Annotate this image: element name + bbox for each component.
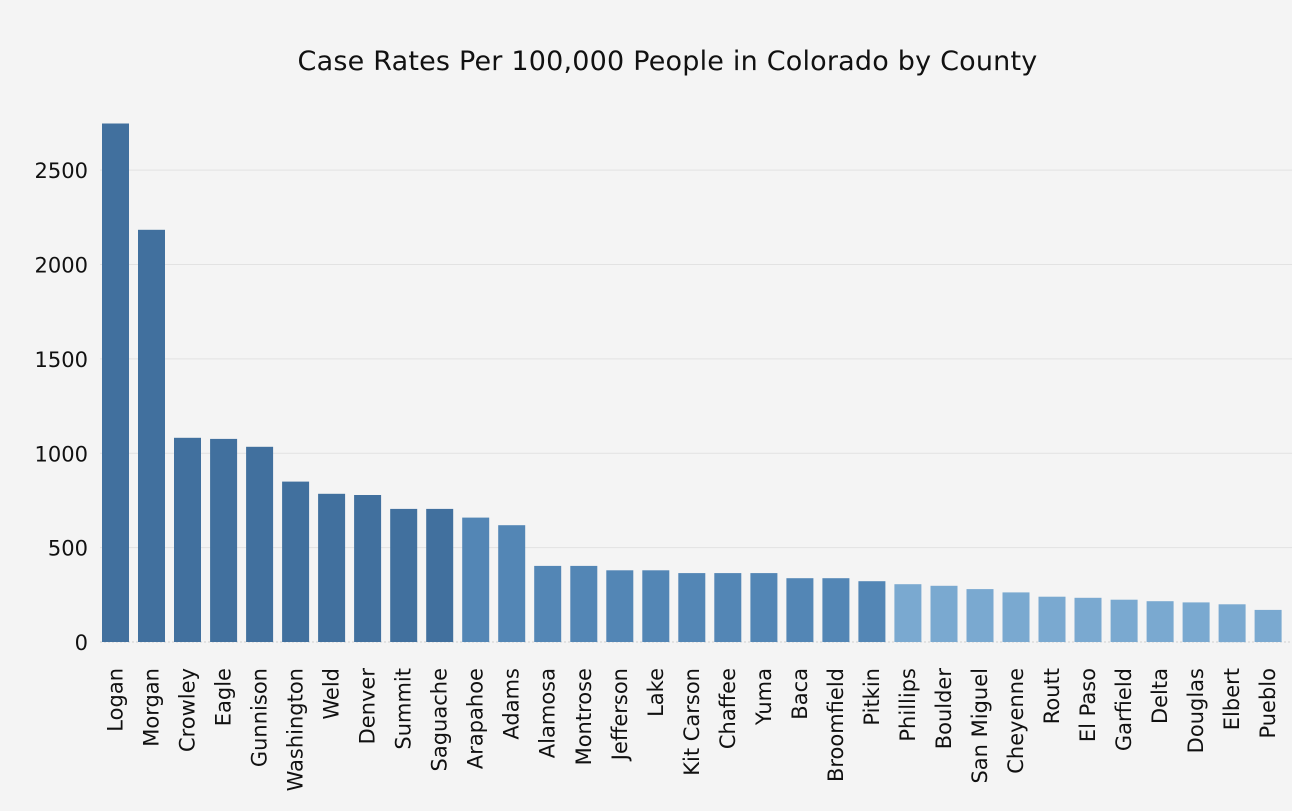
x-tick-label-eagle: Eagle xyxy=(212,668,236,726)
bar-summit xyxy=(390,508,418,642)
x-tick-label-jefferson: Jefferson xyxy=(608,668,632,762)
bar-douglas xyxy=(1182,602,1210,642)
y-tick-label-0: 0 xyxy=(75,631,88,655)
bar-cheyenne xyxy=(1002,592,1030,642)
y-tick-label-2500: 2500 xyxy=(35,159,88,183)
x-tick-label-phillips: Phillips xyxy=(896,668,920,742)
x-tick-label-morgan: Morgan xyxy=(140,668,164,747)
bar-adams xyxy=(498,525,526,642)
bar-eagle xyxy=(210,438,238,642)
x-tick-label-cheyenne: Cheyenne xyxy=(1004,668,1028,774)
x-tick-label-yuma: Yuma xyxy=(752,668,776,726)
bar-logan xyxy=(102,123,129,642)
bar-saguache xyxy=(426,508,454,642)
bar-delta xyxy=(1146,601,1174,642)
bar-morgan xyxy=(138,229,165,643)
bar-jefferson xyxy=(606,570,634,642)
x-tick-label-pitkin: Pitkin xyxy=(860,668,884,726)
bar-broomfield xyxy=(822,578,850,642)
x-tick-label-broomfield: Broomfield xyxy=(824,668,848,782)
bar-denver xyxy=(354,495,382,642)
x-tick-label-crowley: Crowley xyxy=(176,668,200,752)
bar-boulder xyxy=(930,585,958,642)
bar-arapahoe xyxy=(462,517,490,642)
x-tick-label-el-paso: El Paso xyxy=(1076,668,1100,742)
x-tick-label-saguache: Saguache xyxy=(428,668,452,771)
x-tick-label-gunnison: Gunnison xyxy=(248,668,272,767)
bar-alamosa xyxy=(534,565,562,642)
x-tick-label-baca: Baca xyxy=(788,668,812,720)
y-tick-label-1000: 1000 xyxy=(35,442,88,466)
bar-garfield xyxy=(1110,599,1138,642)
x-tick-label-logan: Logan xyxy=(104,668,128,732)
x-tick-label-delta: Delta xyxy=(1148,668,1172,724)
x-tick-label-alamosa: Alamosa xyxy=(536,668,560,758)
x-tick-label-san-miguel: San Miguel xyxy=(968,668,992,784)
y-tick-label-1500: 1500 xyxy=(35,348,88,372)
x-tick-label-denver: Denver xyxy=(356,668,380,745)
bar-chaffee xyxy=(714,573,742,642)
x-tick-label-montrose: Montrose xyxy=(572,668,596,765)
gridlines xyxy=(100,169,1292,643)
bar-crowley xyxy=(174,437,201,642)
bar-yuma xyxy=(750,573,778,642)
y-axis-ticks: 0 500 1000 1500 2000 2500 xyxy=(35,159,88,655)
bar-elbert xyxy=(1218,604,1246,643)
bar-san-miguel xyxy=(966,589,994,642)
x-tick-label-adams: Adams xyxy=(500,668,524,740)
x-tick-label-routt: Routt xyxy=(1040,668,1064,724)
bars xyxy=(102,123,1282,643)
bar-el-paso xyxy=(1074,597,1102,642)
bar-lake xyxy=(642,570,670,642)
x-tick-label-arapahoe: Arapahoe xyxy=(464,668,488,769)
bar-phillips xyxy=(894,584,922,642)
bar-pueblo xyxy=(1254,609,1282,642)
x-tick-label-pueblo: Pueblo xyxy=(1256,668,1280,739)
x-tick-label-chaffee: Chaffee xyxy=(716,668,740,749)
bar-gunnison xyxy=(246,446,274,642)
x-axis-ticks: Logan Morgan Crowley Eagle Gunnison Washingto… xyxy=(104,668,1281,792)
bar-baca xyxy=(786,578,814,642)
y-tick-label-2000: 2000 xyxy=(35,254,88,278)
x-tick-label-weld: Weld xyxy=(320,668,344,720)
bar-weld xyxy=(318,493,346,642)
x-tick-label-boulder: Boulder xyxy=(932,668,956,750)
x-tick-label-summit: Summit xyxy=(392,668,416,750)
bar-pitkin xyxy=(858,581,886,642)
x-tick-label-elbert: Elbert xyxy=(1220,668,1244,730)
x-tick-label-kit-carson: Kit Carson xyxy=(680,668,704,776)
bar-washington xyxy=(282,481,310,642)
bar-kit-carson xyxy=(678,573,706,642)
x-tick-label-garfield: Garfield xyxy=(1112,668,1136,751)
x-tick-label-douglas: Douglas xyxy=(1184,668,1208,753)
bar-montrose xyxy=(570,565,598,642)
bar-routt xyxy=(1038,596,1066,642)
x-tick-label-washington: Washington xyxy=(284,668,308,791)
chart-title: Case Rates Per 100,000 People in Colorad… xyxy=(297,46,1038,77)
y-tick-label-500: 500 xyxy=(48,537,88,561)
x-tick-label-lake: Lake xyxy=(644,668,668,717)
